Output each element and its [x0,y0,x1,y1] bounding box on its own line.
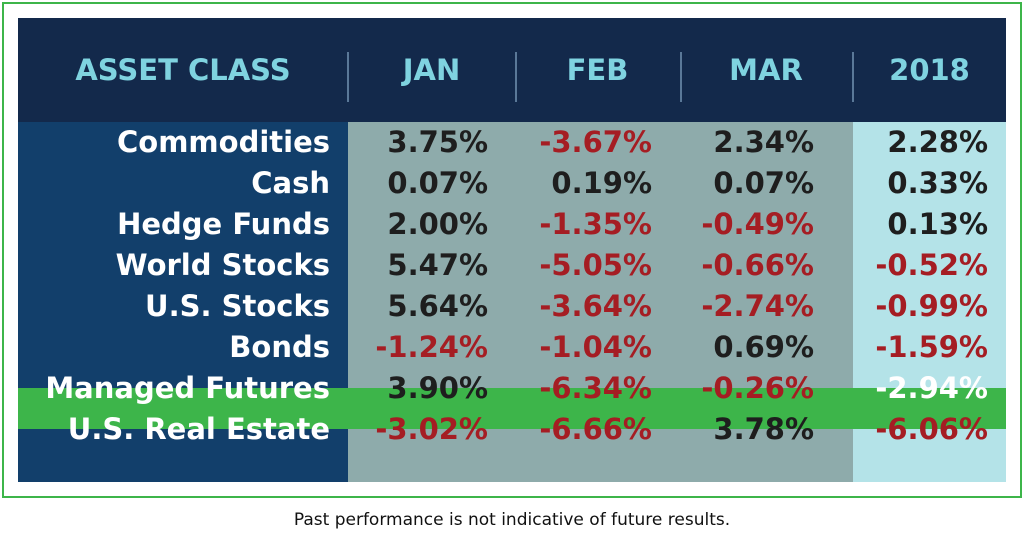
value-cell: -3.02% [375,412,488,446]
value-cell: 0.19% [551,166,652,200]
value-cell: 0.69% [713,330,814,364]
value-cell: -0.49% [701,207,814,241]
value-cell: -0.26% [701,371,814,405]
value-cell: 2.00% [387,207,488,241]
value-cell: -6.66% [539,412,652,446]
column-header: MAR [729,53,803,87]
frame [2,2,1022,498]
row-label: U.S. Real Estate [67,412,330,446]
value-cell: 0.33% [887,166,988,200]
row-label: Bonds [229,330,330,364]
column-header: ASSET CLASS [75,53,291,87]
row-label: Cash [251,166,330,200]
separator [347,52,349,102]
value-cell: -1.04% [539,330,652,364]
value-cell: 0.07% [713,166,814,200]
value-cell: 0.13% [887,207,988,241]
value-cell: 0.07% [387,166,488,200]
value-cell: -6.06% [875,412,988,446]
value-cell: -0.66% [701,248,814,282]
row-label: Hedge Funds [117,207,330,241]
row-label: World Stocks [115,248,330,282]
value-cell: 2.28% [887,125,988,159]
value-cell: -3.64% [539,289,652,323]
value-cell: -1.24% [375,330,488,364]
value-cell: -1.35% [539,207,652,241]
column-header: FEB [566,53,629,87]
separator [515,52,517,102]
table: ASSET CLASS JAN FEB MAR 2018 Commodities 3.75%… [18,18,1006,482]
value-cell: -2.94% [875,371,988,405]
value-cell: 5.47% [387,248,488,282]
header-background [18,18,1006,122]
highlight-row [18,388,1006,429]
value-cell: 3.75% [387,125,488,159]
value-cell: -3.67% [539,125,652,159]
separator [680,52,682,102]
value-cell: -6.34% [539,371,652,405]
row-label: Managed Futures [45,371,330,405]
value-cell: -0.52% [875,248,988,282]
value-cell: 2.34% [713,125,814,159]
value-cell: -0.99% [875,289,988,323]
value-cell: 5.64% [387,289,488,323]
value-cell: 3.90% [387,371,488,405]
column-header: JAN [402,53,461,87]
separator [852,52,854,102]
value-cell: 3.78% [713,412,814,446]
row-label: Commodities [117,125,330,159]
value-cell: -5.05% [539,248,652,282]
value-cell: -1.59% [875,330,988,364]
footnote: Past performance is not indicative of fu… [293,510,731,530]
column-header: 2018 [889,53,970,87]
row-label: U.S. Stocks [145,289,330,323]
value-cell: -2.74% [701,289,814,323]
